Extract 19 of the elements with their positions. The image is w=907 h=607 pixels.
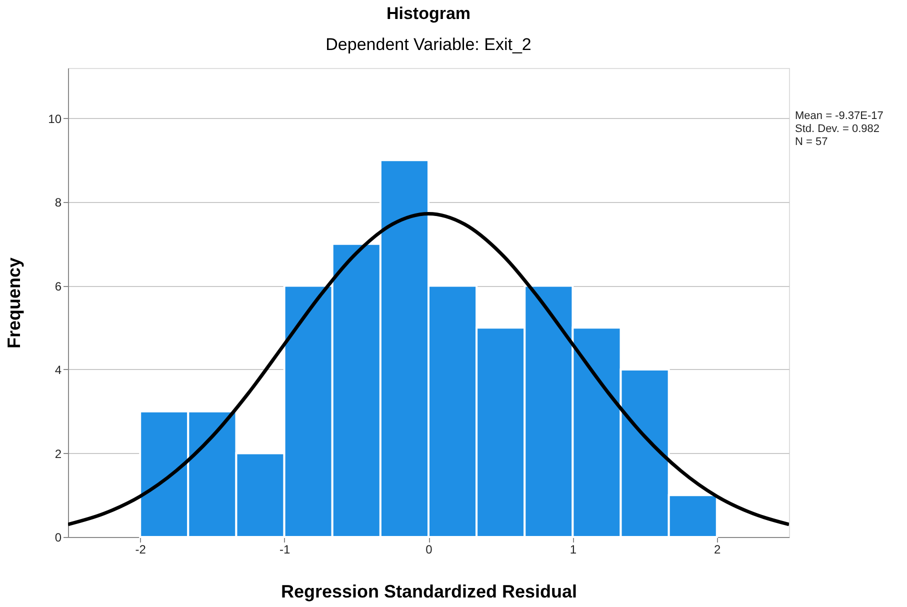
x-tick-label: -2 [135,542,146,556]
y-tick-label: 4 [54,363,62,377]
chart-subtitle: Dependent Variable: Exit_2 [326,35,532,54]
x-axis-title: Regression Standardized Residual [280,582,578,602]
text: Std. Dev. = 0.982 [795,123,880,135]
x-tick-label: 1 [570,542,577,556]
y-tick-label: 6 [54,279,62,294]
x-tick-label: -1 [279,542,290,556]
y-tick-label: 0 [54,530,62,544]
y-tick-label: 2 [54,446,62,461]
line-series [68,212,789,526]
y-tick-label: 8 [54,196,62,210]
x-tick-label: 0 [426,542,433,556]
chart-title: Histogram [386,4,471,23]
x-tick-label: 2 [714,542,722,556]
y-tick-label: 10 [48,112,62,126]
text: Mean = -9.37E-17 [795,110,884,122]
text: N = 57 [795,136,828,148]
y-axis-title: Frequency [4,257,24,349]
